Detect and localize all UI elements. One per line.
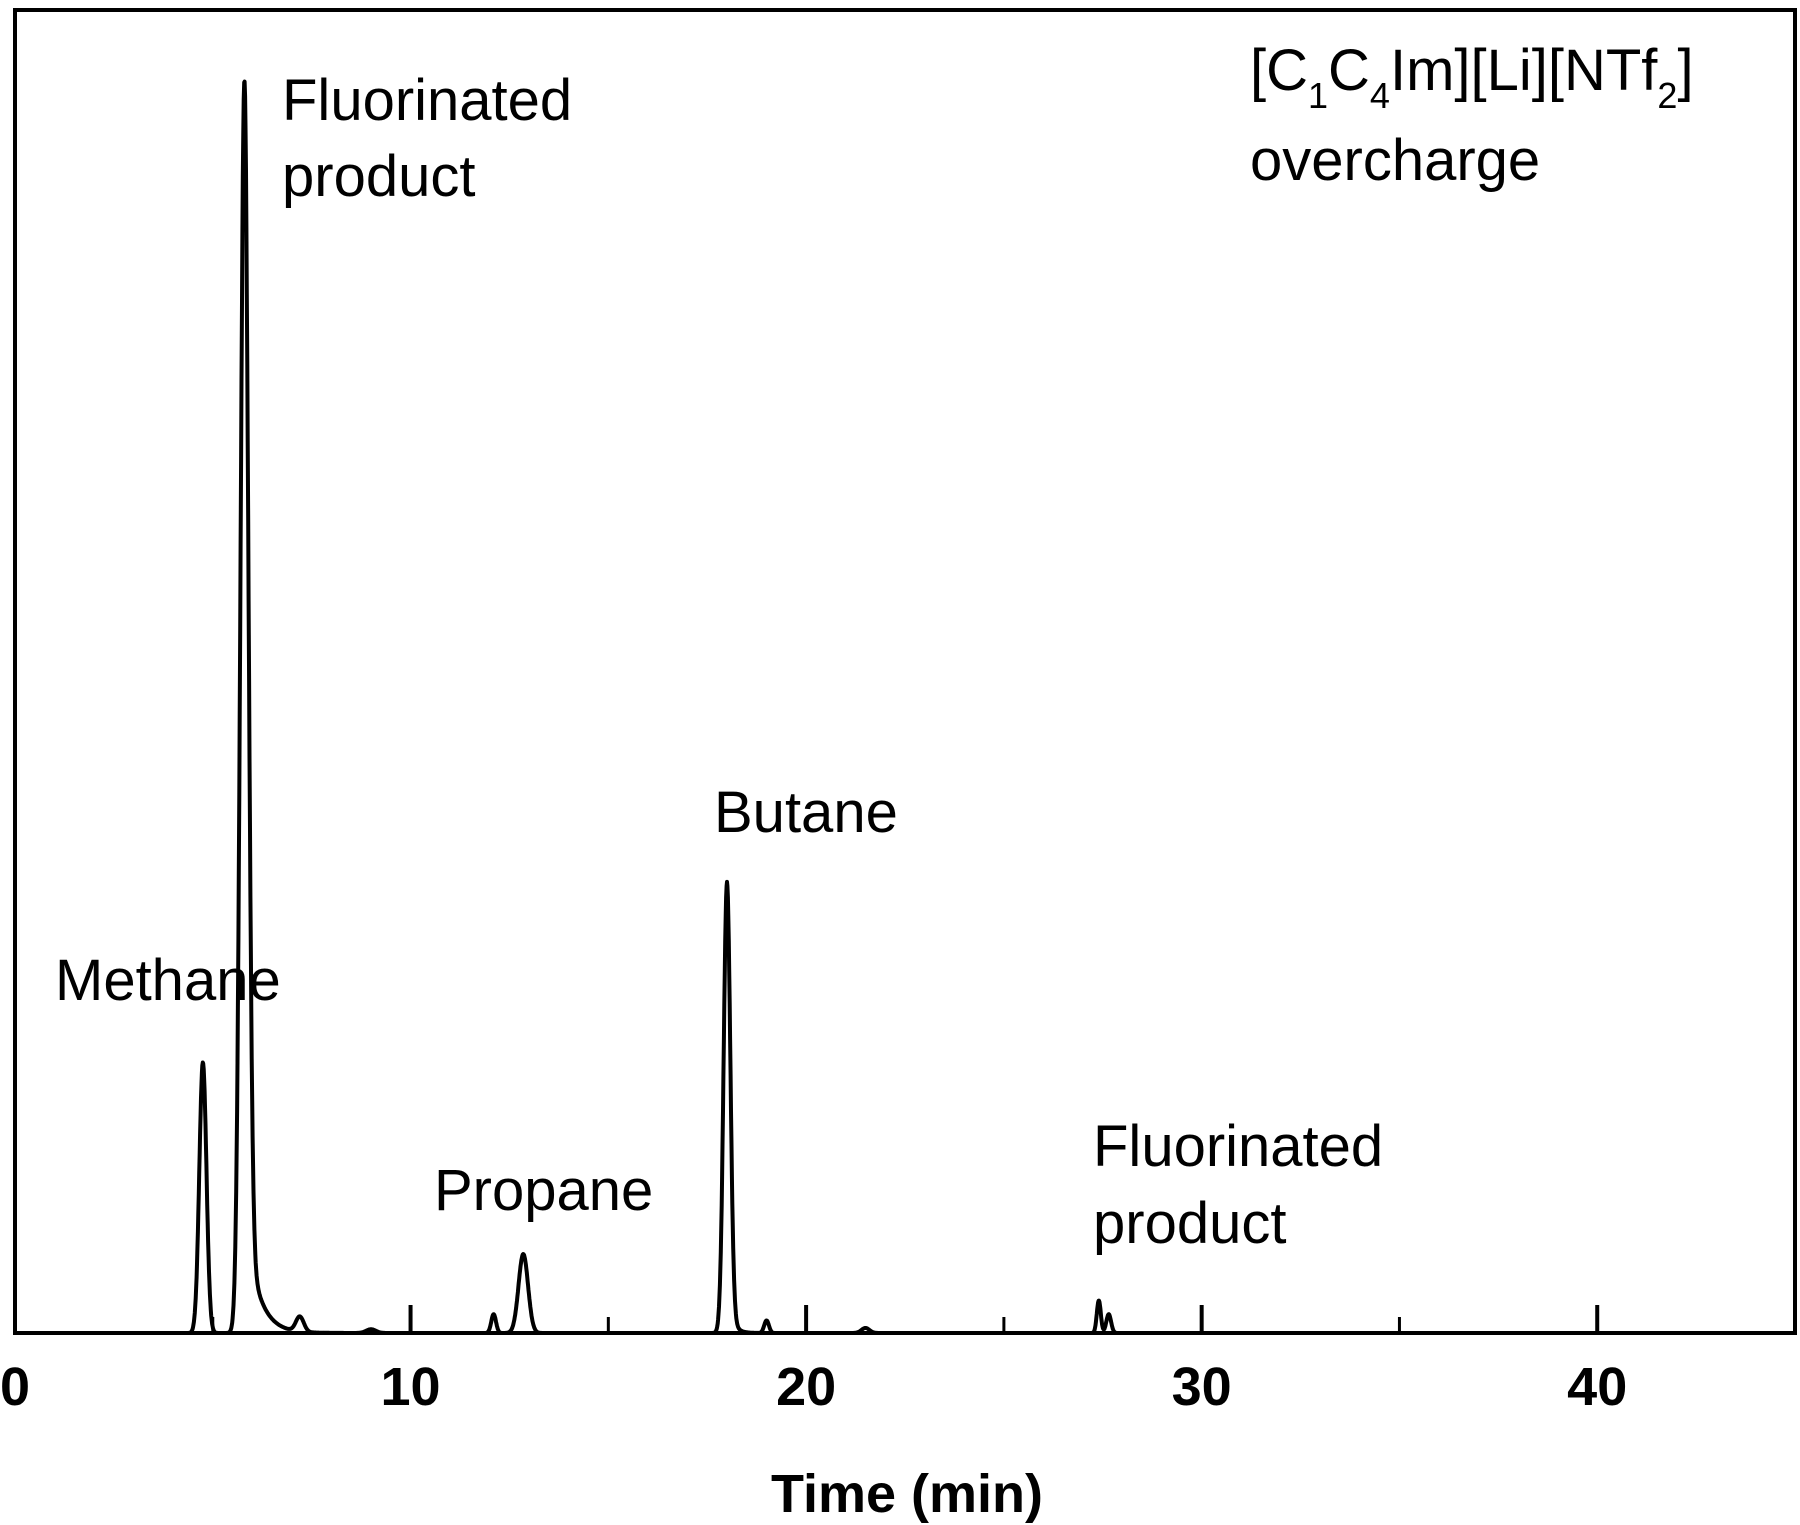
x-tick-label: 10 bbox=[381, 1357, 441, 1417]
condition-label-line2: overcharge bbox=[1250, 128, 1540, 193]
condition-part-2: C bbox=[1328, 38, 1370, 103]
fluorinated-product-label-2-line2: product bbox=[1093, 1191, 1286, 1256]
fluorinated-product-label-1-line1: Fluorinated bbox=[282, 68, 572, 133]
fluorinated-product-label-1-line2: product bbox=[282, 144, 475, 209]
condition-part-4: ] bbox=[1677, 38, 1693, 103]
methane-label: Methane bbox=[55, 948, 281, 1013]
x-tick-label: 0 bbox=[0, 1357, 30, 1417]
condition-sub-1: 1 bbox=[1308, 75, 1328, 116]
condition-part-3: Im][Li][NTf bbox=[1390, 38, 1658, 103]
x-tick-label: 40 bbox=[1567, 1357, 1627, 1417]
condition-sub-3: 2 bbox=[1657, 75, 1677, 116]
butane-label: Butane bbox=[714, 780, 898, 845]
chromatogram-trace bbox=[13, 79, 1797, 1335]
x-tick-label: 30 bbox=[1172, 1357, 1232, 1417]
fluorinated-product-label-2-line1: Fluorinated bbox=[1093, 1114, 1383, 1179]
x-tick-label: 20 bbox=[776, 1357, 836, 1417]
condition-label-line1: [C1C4Im][Li][NTf2] bbox=[1250, 38, 1694, 116]
x-axis-tick-labels: 0 10 20 30 40 bbox=[0, 1357, 1627, 1417]
x-axis-ticks bbox=[13, 1305, 1600, 1333]
condition-part-1: [C bbox=[1250, 38, 1308, 103]
x-axis-label: Time (min) bbox=[771, 1464, 1043, 1524]
condition-sub-2: 4 bbox=[1370, 75, 1390, 116]
propane-label: Propane bbox=[434, 1158, 653, 1223]
